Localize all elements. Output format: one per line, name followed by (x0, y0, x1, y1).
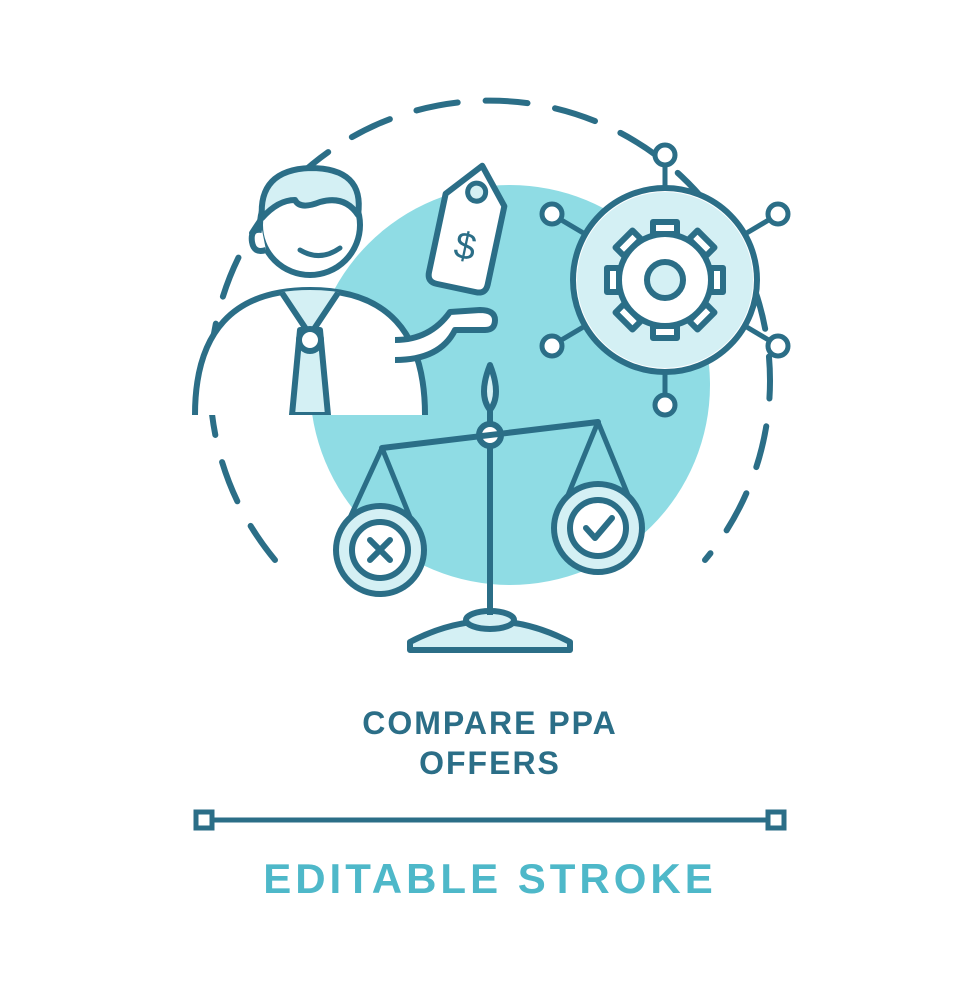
divider-line (196, 812, 784, 828)
infographic-canvas: $ (0, 0, 980, 980)
title-line2: OFFERS (0, 745, 980, 782)
subtitle-text: EDITABLE STROKE (0, 855, 980, 903)
illustration-svg: $ (0, 0, 980, 980)
title-line1: COMPARE PPA (0, 705, 980, 742)
